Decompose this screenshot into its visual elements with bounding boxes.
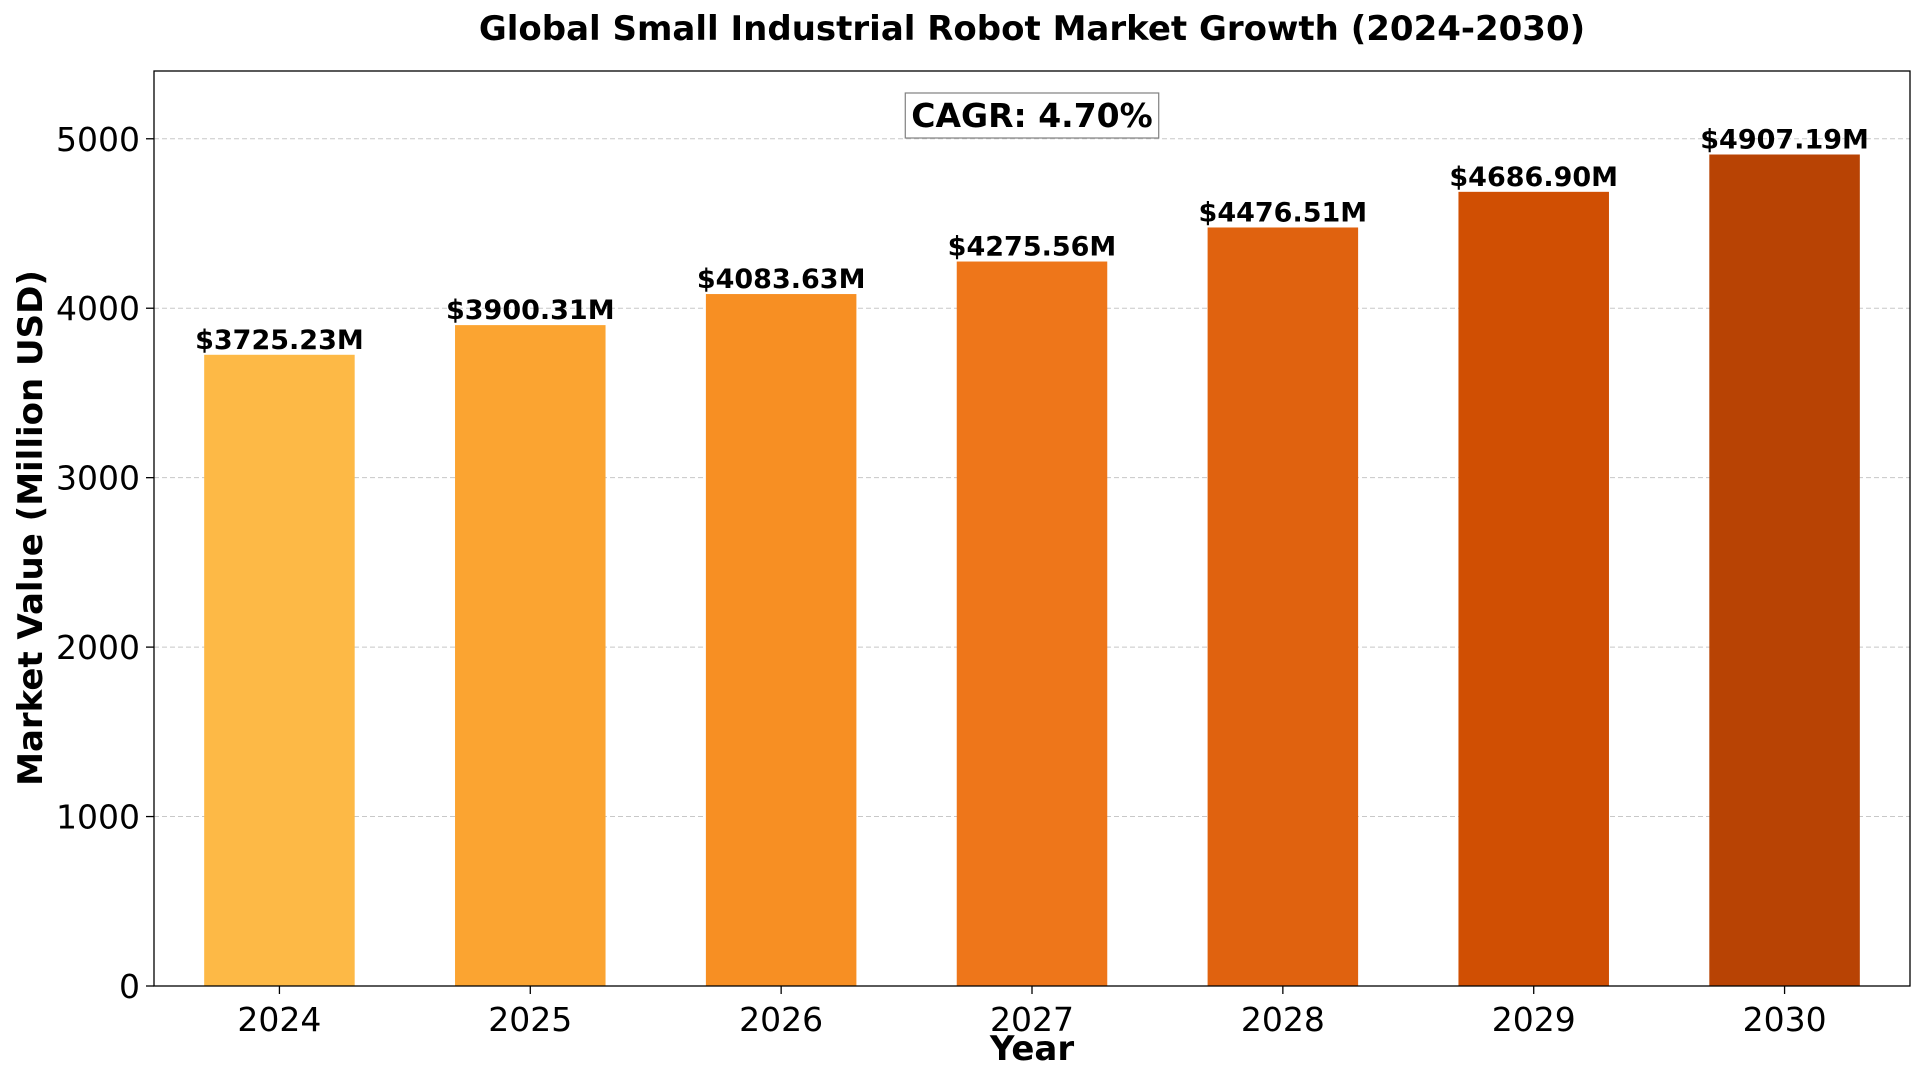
cagr-label: CAGR: 4.70% <box>911 96 1152 135</box>
y-tick-label: 1000 <box>56 798 140 837</box>
y-tick-label: 3000 <box>56 459 140 498</box>
cagr-box <box>904 92 1160 139</box>
axes: 0 1000 2000 3000 4000 5000 2024 2025 2026 2027 202… <box>56 70 1911 1039</box>
data-label-2030: $4907.19M <box>1700 125 1869 156</box>
bar-2024 <box>204 354 355 986</box>
data-label-2026: $4083.63M <box>697 264 866 295</box>
bar-2026 <box>705 294 857 986</box>
plot-frame <box>153 70 1911 987</box>
data-label-2029: $4686.90M <box>1449 162 1618 193</box>
data-label-2025: $3900.31M <box>446 295 615 326</box>
x-tick-label-2024: 2024 <box>237 1000 321 1039</box>
cagr-annotation: CAGR: 4.70% <box>904 92 1160 139</box>
y-tick-label: 5000 <box>56 120 140 159</box>
data-label-2027: $4275.56M <box>948 232 1117 263</box>
x-axis-label: Year <box>989 1029 1075 1069</box>
y-tick-label: 2000 <box>56 628 140 667</box>
bar-2030 <box>1709 154 1860 987</box>
x-tick-label-2027: 2027 <box>990 1000 1074 1039</box>
data-label-2028: $4476.51M <box>1199 197 1368 228</box>
x-tick-label-2030: 2030 <box>1743 1000 1827 1039</box>
bars <box>204 154 1860 987</box>
data-labels: $3725.23M $3900.31M $4083.63M $4275.56M $447… <box>195 125 1869 356</box>
x-tick-label-2028: 2028 <box>1241 1000 1325 1039</box>
y-tick-label: 4000 <box>56 289 140 328</box>
y-tick-label: 0 <box>119 967 140 1006</box>
x-tick-label-2026: 2026 <box>739 1000 823 1039</box>
bar-2029 <box>1458 191 1609 987</box>
x-tick-label-2025: 2025 <box>488 1000 572 1039</box>
x-tick-label-2029: 2029 <box>1492 1000 1576 1039</box>
bar-2025 <box>455 325 606 986</box>
chart-title: Global Small Industrial Robot Market Gro… <box>479 9 1585 49</box>
bar-2028 <box>1207 227 1359 987</box>
data-label-2024: $3725.23M <box>195 325 364 356</box>
bar-2027 <box>956 261 1108 986</box>
y-axis-label: Market Value (Million USD) <box>11 270 51 786</box>
